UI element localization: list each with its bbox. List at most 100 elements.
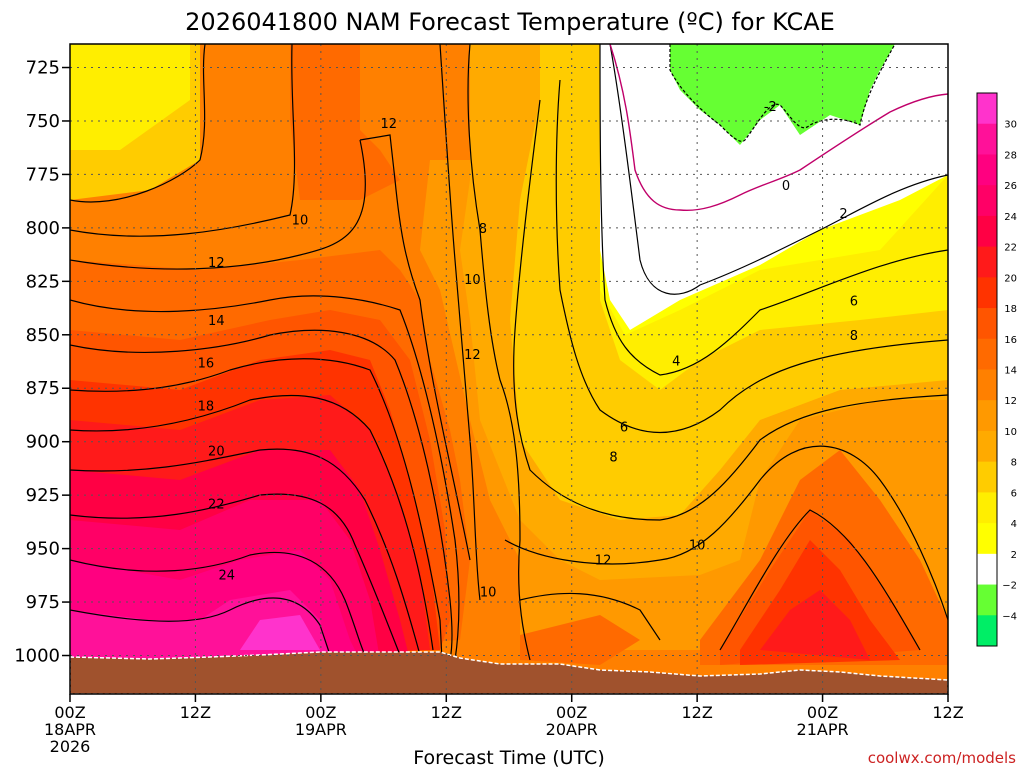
colorbar-swatch xyxy=(977,615,997,647)
chart-title: 2026041800 NAM Forecast Temperature (ºC)… xyxy=(185,8,835,36)
zero-degree-line xyxy=(609,44,948,212)
contour-label: 18 xyxy=(198,399,215,414)
contour-label: 10 xyxy=(480,585,497,600)
colorbar-swatch xyxy=(977,123,997,155)
colorbar-label: 10 xyxy=(1004,427,1017,438)
contour-line xyxy=(467,44,531,661)
colorbar-swatch xyxy=(977,277,997,309)
contour-label: 8 xyxy=(609,451,617,466)
contour-label: 6 xyxy=(850,295,858,310)
colorbar-label: 30 xyxy=(1004,120,1017,131)
colorbar-label: 20 xyxy=(1004,273,1017,284)
contour-line xyxy=(70,394,434,651)
colorbar-swatch xyxy=(977,308,997,340)
colorbar-swatch xyxy=(977,461,997,493)
contour-label: 12 xyxy=(208,256,225,271)
contour-label: 24 xyxy=(219,568,236,583)
contour-line xyxy=(609,44,948,295)
colorbar-swatch xyxy=(977,400,997,432)
colorbar-swatch xyxy=(977,338,997,370)
colorbar-swatch xyxy=(977,246,997,278)
colorbar-label: 24 xyxy=(1004,212,1017,223)
minus-two-line xyxy=(669,44,896,142)
colorbar-label: 14 xyxy=(1004,366,1017,377)
x-tick-label: 12Z xyxy=(932,703,963,722)
contour-line xyxy=(70,597,331,656)
contour-label: 0 xyxy=(782,179,790,194)
y-axis: 725 750 775 800 825 850 875 900 925 950 975 1000 xyxy=(14,58,70,667)
y-tick-label: 825 xyxy=(26,271,60,292)
x-tick-label: 21APR xyxy=(797,720,849,739)
contour-line xyxy=(70,134,471,561)
contour-label: 4 xyxy=(672,354,680,369)
colorbar-label: 12 xyxy=(1004,396,1017,407)
contour-line xyxy=(513,99,948,521)
contour-line xyxy=(70,493,401,656)
contour-line xyxy=(599,44,948,376)
contour-label: 10 xyxy=(464,273,481,288)
contour-line xyxy=(70,551,366,656)
colorbar-swatch xyxy=(977,215,997,248)
contour-line xyxy=(504,445,948,621)
x-tick-label: 18APR xyxy=(44,720,96,739)
contour-line xyxy=(70,358,443,661)
contour-label: 12 xyxy=(381,117,398,132)
x-tick-label: 20APR xyxy=(546,720,598,739)
contour-label: 22 xyxy=(208,498,225,513)
contour-label: 12 xyxy=(464,348,481,363)
colorbar-swatch xyxy=(977,492,997,524)
y-tick-label: 1000 xyxy=(14,646,60,667)
contour-line xyxy=(519,509,921,651)
y-tick-label: 950 xyxy=(26,539,60,560)
contour-label: 20 xyxy=(208,444,225,459)
colorbar-label: 18 xyxy=(1004,304,1017,315)
colorbar-label: 6 xyxy=(1011,488,1017,499)
y-tick-label: 875 xyxy=(26,378,60,399)
colorbar-label: 4 xyxy=(1011,519,1017,530)
minus-two-contour xyxy=(669,44,896,142)
colorbar-swatch xyxy=(977,185,997,217)
fill-below-0 xyxy=(670,44,895,145)
y-tick-label: 975 xyxy=(26,592,60,613)
contour-label: -2 xyxy=(764,100,777,115)
y-tick-label: 900 xyxy=(26,432,60,453)
contour-line xyxy=(70,329,453,661)
contour-label: 14 xyxy=(208,314,225,329)
colorbar-swatch xyxy=(977,584,997,616)
plot-frame xyxy=(69,43,949,695)
colorbar-label: 8 xyxy=(1011,458,1017,469)
contour-label: 16 xyxy=(198,357,215,372)
credit-text: coolwx.com/models xyxy=(868,749,1016,767)
colorbar-label: 22 xyxy=(1004,243,1017,254)
contour-label: 8 xyxy=(850,329,858,344)
contour-line xyxy=(70,44,206,203)
contour-line xyxy=(70,448,421,656)
colorbar-label: −2 xyxy=(1002,581,1017,592)
colorbar-label: 16 xyxy=(1004,335,1017,346)
y-tick-label: 750 xyxy=(26,111,60,132)
y-tick-label: 800 xyxy=(26,218,60,239)
x-axis-label: Forecast Time (UTC) xyxy=(413,747,604,768)
contour-label: 2 xyxy=(839,207,847,222)
y-tick-label: 850 xyxy=(26,325,60,346)
contour-label: 10 xyxy=(292,213,309,228)
contour-lines xyxy=(70,44,948,661)
colorbar-swatch xyxy=(977,93,997,125)
contour-line xyxy=(70,295,460,661)
colorbar-label: 28 xyxy=(1004,150,1017,161)
contour-label: 12 xyxy=(595,553,612,568)
x-tick-label: 19APR xyxy=(295,720,347,739)
ground-surface xyxy=(70,651,948,694)
contour-line xyxy=(439,44,481,601)
colorbar-label: 2 xyxy=(1011,550,1017,561)
colorbar-swatch xyxy=(977,553,997,586)
fill-28-30 xyxy=(240,615,320,650)
x-tick-label: 2026 xyxy=(50,737,91,756)
contour-label: 8 xyxy=(479,222,487,237)
contour-line xyxy=(70,44,296,237)
colorbar-swatch xyxy=(977,430,997,463)
